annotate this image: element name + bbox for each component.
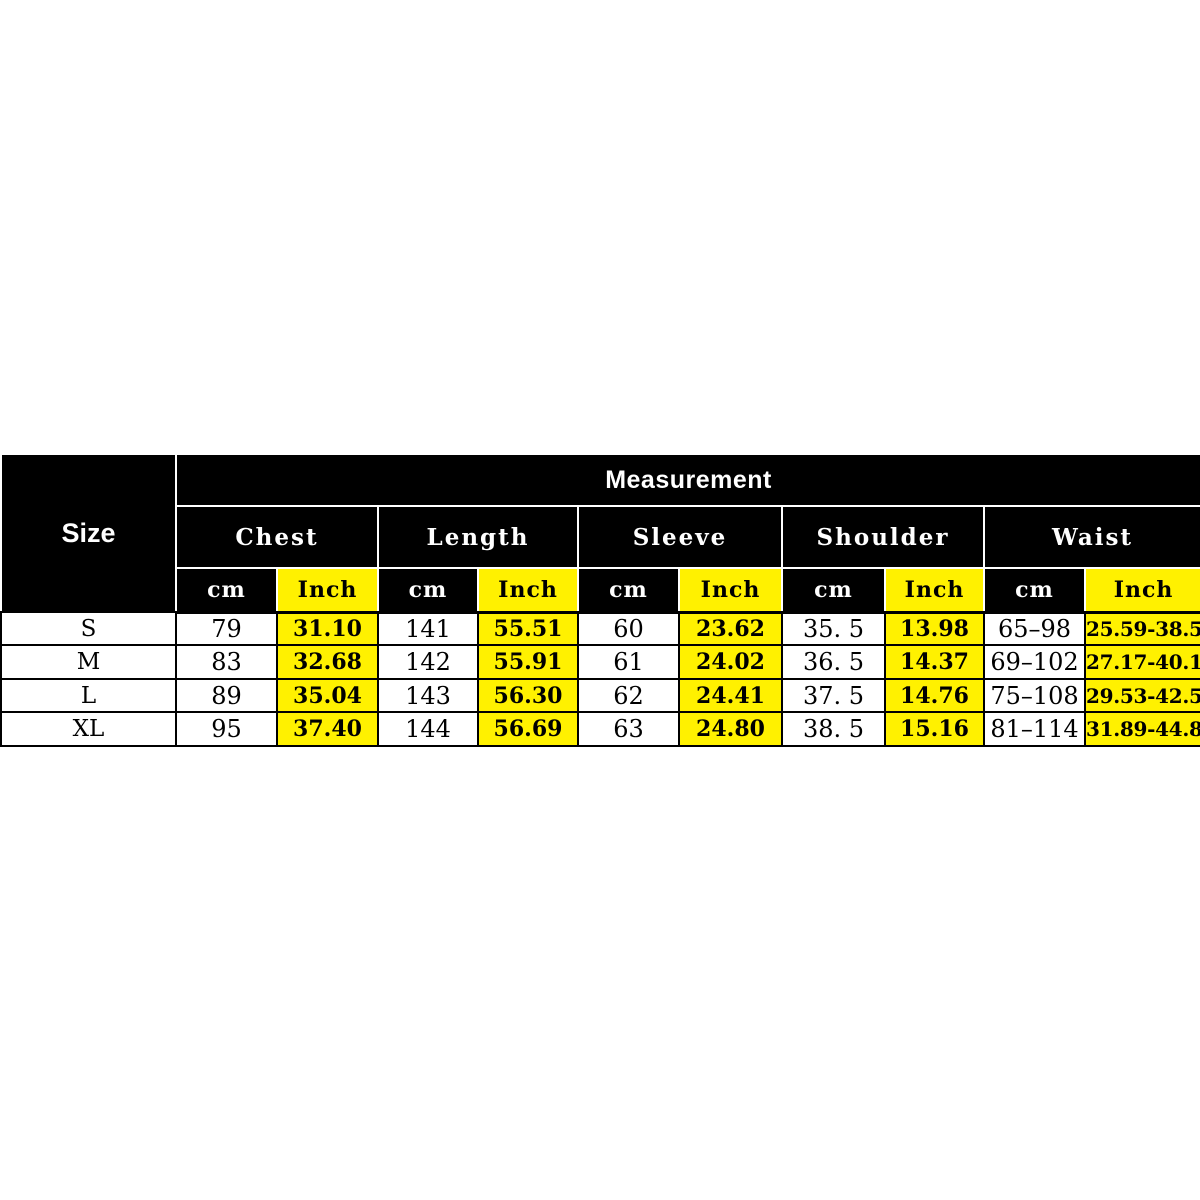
unit-header-cm-shoulder: cm xyxy=(781,567,886,614)
table-cell: 31.10 xyxy=(276,611,379,646)
group-header-length: Length xyxy=(377,505,579,569)
table-cell: 24.02 xyxy=(678,644,783,680)
table-cell: 38. 5 xyxy=(781,711,886,747)
table-cell: 55.51 xyxy=(477,611,579,646)
table-cell: 27.17-40.16 xyxy=(1083,644,1200,680)
unit-header-inch-sleeve: Inch xyxy=(679,568,782,614)
table-cell: 95 xyxy=(175,711,278,747)
row-label: M xyxy=(0,644,177,680)
table-cell: 55.91 xyxy=(477,644,579,680)
table-row-m: M 83 32.68 142 55.91 61 24.02 36. 5 14.3… xyxy=(0,644,1200,680)
size-chart: Size Measurement Chest Length Sleeve Sho… xyxy=(0,453,1200,747)
table-cell: 13.98 xyxy=(884,611,985,646)
unit-header-cm-waist: cm xyxy=(983,567,1086,614)
table-cell: 83 xyxy=(175,644,278,680)
table-cell: 25.59-38.58 xyxy=(1083,611,1200,646)
table-cell: 32.68 xyxy=(276,644,379,680)
table-cell: 14.37 xyxy=(884,644,985,680)
unit-header-inch-shoulder: Inch xyxy=(885,568,984,614)
table-cell: 65–98 xyxy=(983,611,1086,646)
group-header-waist: Waist xyxy=(982,505,1200,569)
table-row-xl: XL 95 37.40 144 56.69 63 24.80 38. 5 15.… xyxy=(0,711,1200,747)
group-header-sleeve: Sleeve xyxy=(577,505,783,569)
table-cell: 24.41 xyxy=(678,678,783,713)
table-cell: 35.04 xyxy=(276,678,379,713)
measurement-header: Measurement xyxy=(174,453,1200,507)
table-cell: 37.40 xyxy=(276,711,379,747)
table-cell: 36. 5 xyxy=(781,644,886,680)
table-cell: 56.30 xyxy=(477,678,579,713)
unit-header-cm-sleeve: cm xyxy=(577,567,680,614)
table-cell: 35. 5 xyxy=(781,611,886,646)
table-row-s: S 79 31.10 141 55.51 60 23.62 35. 5 13.9… xyxy=(0,611,1200,646)
table-cell: 62 xyxy=(577,678,680,713)
size-column-header: Size xyxy=(0,453,177,613)
unit-header-cm-length: cm xyxy=(377,567,479,614)
table-cell: 81–114 xyxy=(983,711,1086,747)
table-cell: 144 xyxy=(377,711,479,747)
table-cell: 24.80 xyxy=(678,711,783,747)
table-cell: 143 xyxy=(377,678,479,713)
row-label: L xyxy=(0,678,177,713)
unit-header-inch-chest: Inch xyxy=(277,568,378,614)
table-cell: 61 xyxy=(577,644,680,680)
table-cell: 60 xyxy=(577,611,680,646)
table-cell: 14.76 xyxy=(884,678,985,713)
table-cell: 63 xyxy=(577,711,680,747)
size-chart-table: Size Measurement Chest Length Sleeve Sho… xyxy=(0,453,1200,747)
table-cell: 69–102 xyxy=(983,644,1086,680)
row-label: S xyxy=(0,611,177,646)
table-cell: 89 xyxy=(175,678,278,713)
table-cell: 31.89-44.88 xyxy=(1083,711,1200,747)
unit-header-cm-chest: cm xyxy=(175,567,278,614)
unit-header-inch-length: Inch xyxy=(478,568,578,614)
table-cell: 142 xyxy=(377,644,479,680)
table-cell: 79 xyxy=(175,611,278,646)
table-cell: 56.69 xyxy=(477,711,579,747)
table-cell: 75–108 xyxy=(983,678,1086,713)
table-cell: 15.16 xyxy=(884,711,985,747)
table-cell: 141 xyxy=(377,611,479,646)
table-cell: 37. 5 xyxy=(781,678,886,713)
group-header-chest: Chest xyxy=(175,505,379,569)
row-label: XL xyxy=(0,711,177,747)
table-cell: 23.62 xyxy=(678,611,783,646)
unit-header-inch-waist: Inch xyxy=(1085,568,1200,614)
table-cell: 29.53-42.52 xyxy=(1083,678,1200,713)
group-header-shoulder: Shoulder xyxy=(781,505,985,569)
table-row-l: L 89 35.04 143 56.30 62 24.41 37. 5 14.7… xyxy=(0,678,1200,713)
